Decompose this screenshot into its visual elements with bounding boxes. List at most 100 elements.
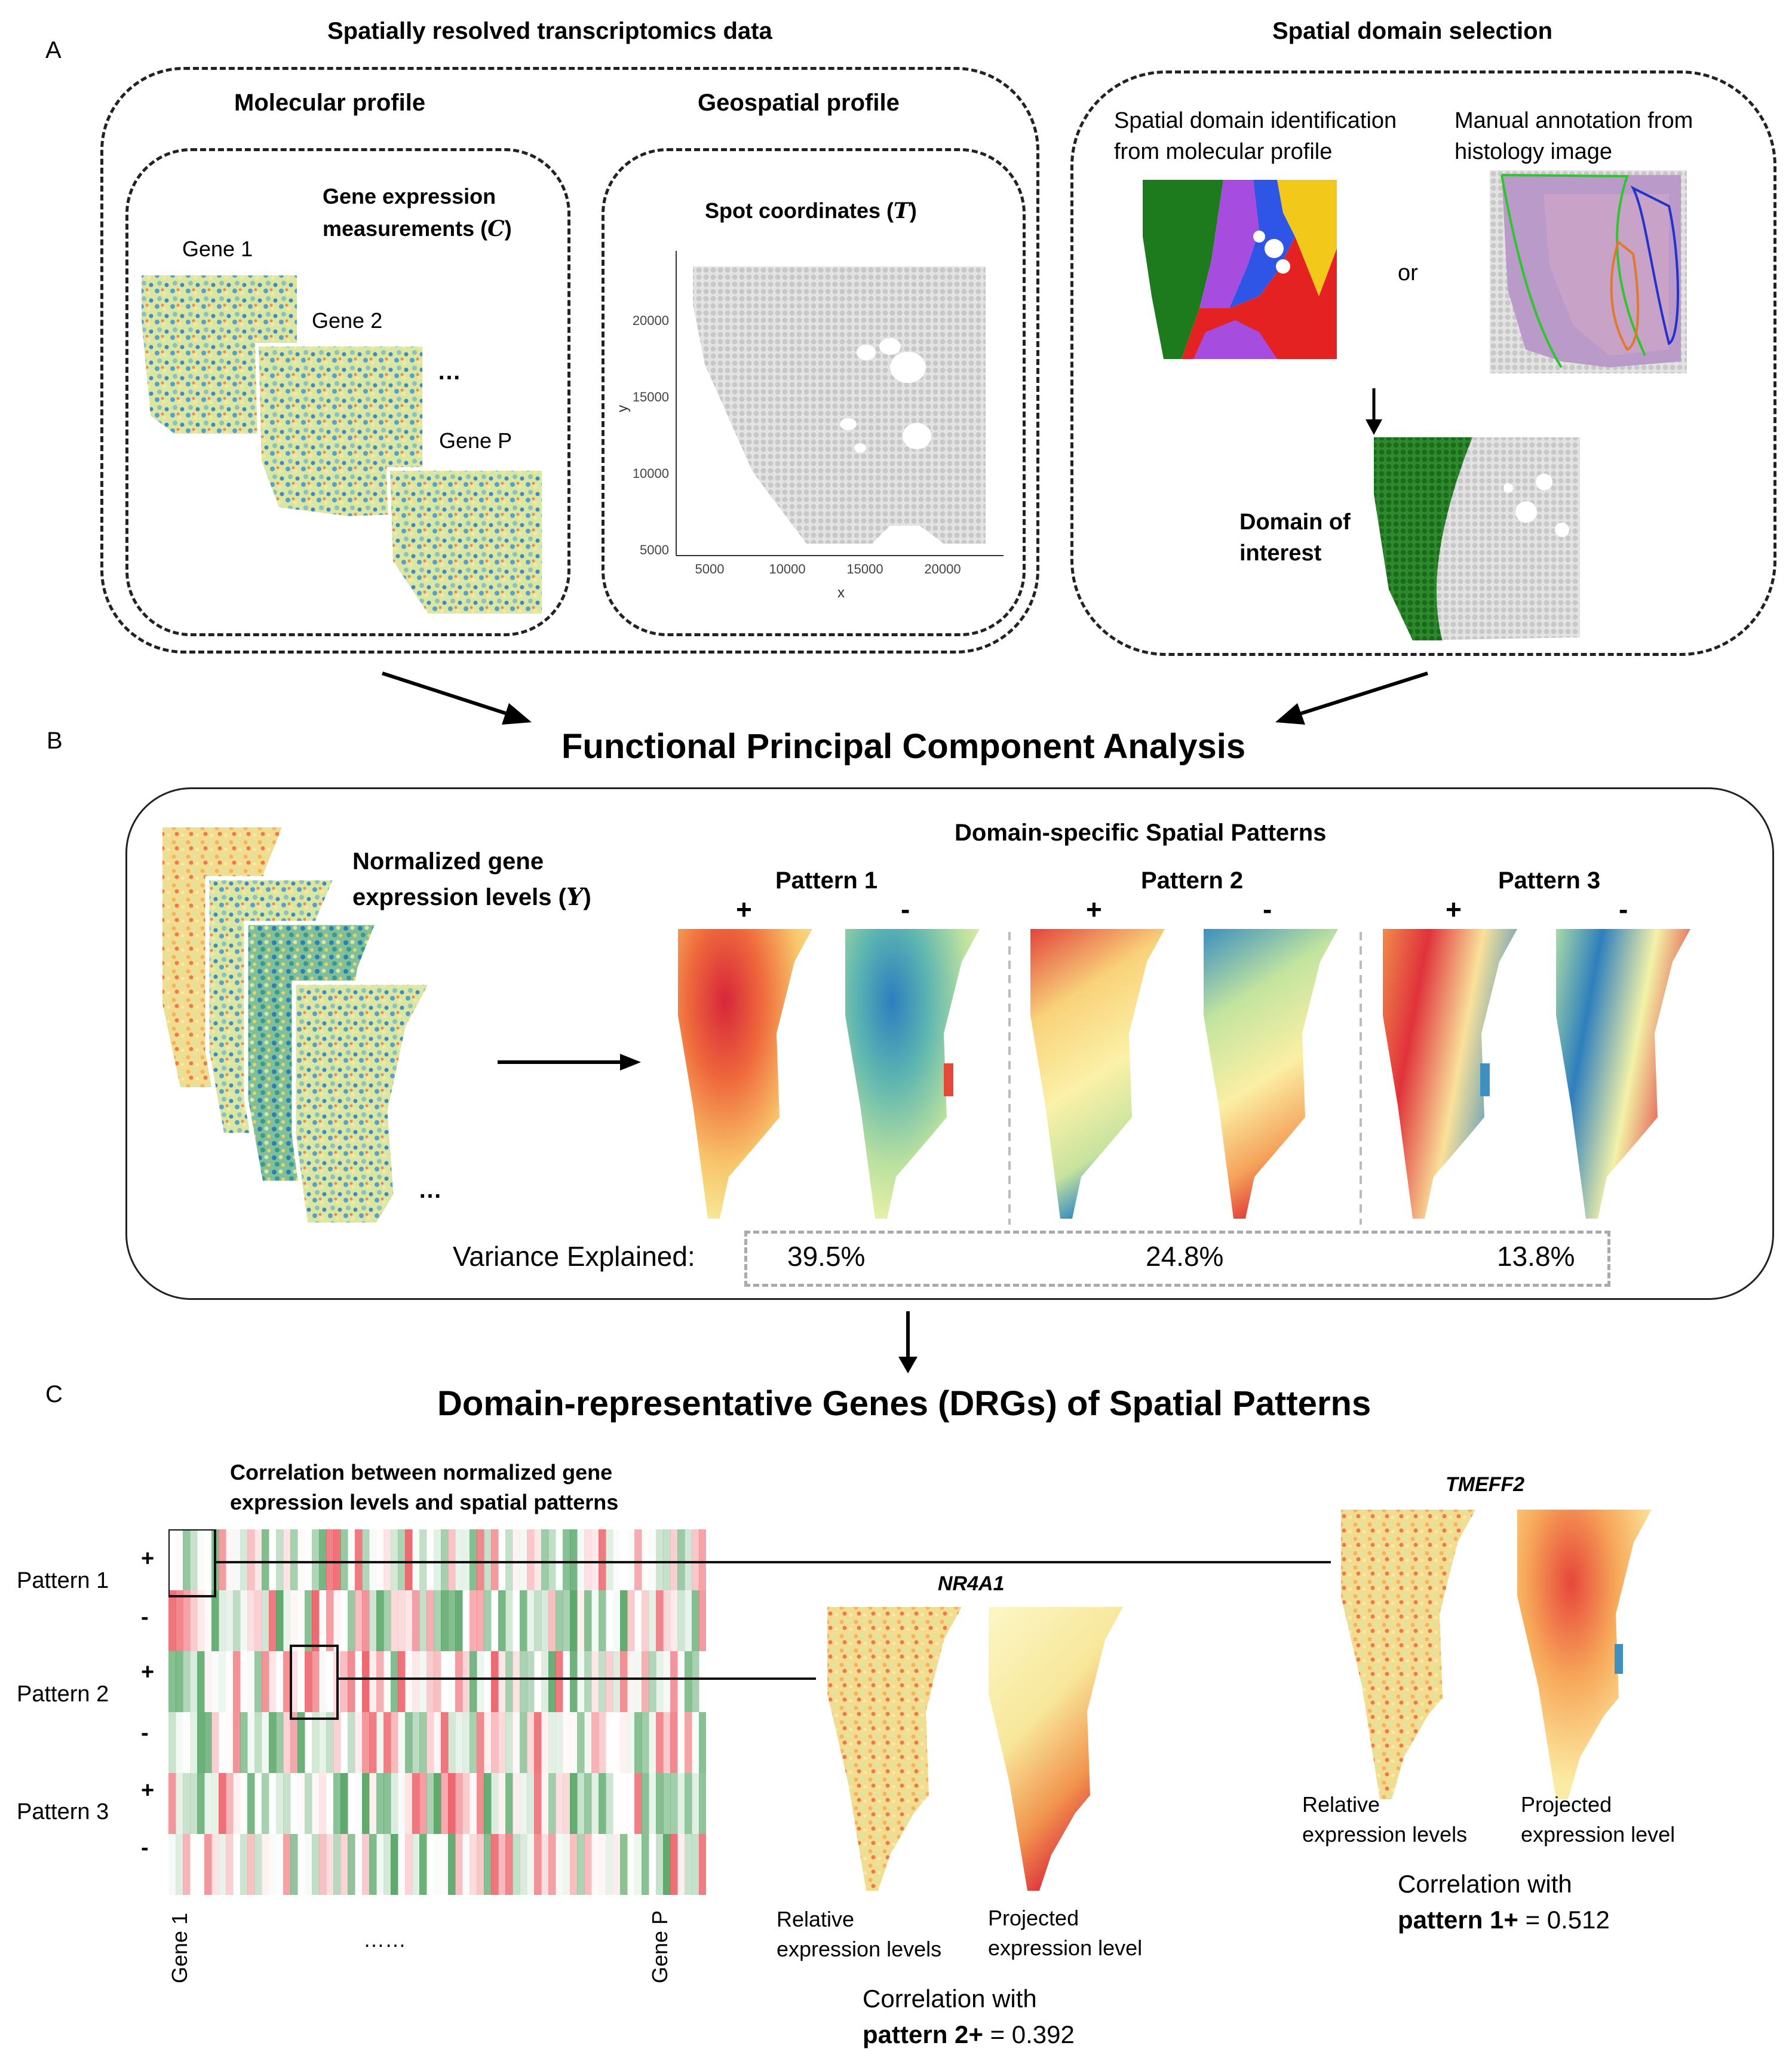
heatmap-cell	[226, 1590, 234, 1651]
heatmap-cell	[362, 1590, 370, 1651]
heatmap-cell	[541, 1651, 549, 1712]
heatmap-cell	[520, 1834, 527, 1895]
heatmap-cell	[634, 1651, 642, 1712]
nr4a1-projected-map	[989, 1607, 1123, 1891]
heatmap-cell	[190, 1773, 198, 1834]
heatmap-cell	[670, 1834, 678, 1895]
heatmap-cell	[649, 1834, 656, 1895]
spot-gap	[840, 418, 857, 430]
pattern-3-plus: +	[1446, 894, 1462, 925]
heatmap-cell	[534, 1712, 542, 1773]
heatmap-cell	[498, 1590, 506, 1651]
heatmap-cell	[355, 1834, 363, 1895]
heatmap-cell	[527, 1529, 535, 1590]
spot-gap	[903, 423, 931, 449]
heatmap-cell	[520, 1590, 527, 1651]
heatmap-cell	[412, 1712, 420, 1773]
heatmap-cell	[670, 1590, 678, 1651]
heatmap-cell	[584, 1651, 592, 1712]
heatmap-cell	[283, 1590, 291, 1651]
heatmap-cell	[634, 1712, 642, 1773]
heatmap-cell	[419, 1529, 427, 1590]
heatmap-cell	[376, 1773, 384, 1834]
heatmap-cell	[276, 1773, 284, 1834]
heatmap-cell	[455, 1712, 463, 1773]
heatmap-cell	[305, 1590, 312, 1651]
heatmap-cell	[369, 1590, 377, 1651]
heatmap-cell	[226, 1773, 234, 1834]
heatmap-cell	[254, 1773, 262, 1834]
heatmap-cell	[477, 1712, 484, 1773]
heatmap-cell	[663, 1529, 671, 1590]
heatmap-cell	[685, 1773, 692, 1834]
heatmap-cell	[197, 1712, 205, 1773]
heatmap-cell	[355, 1773, 363, 1834]
heatmap-cell	[699, 1590, 706, 1651]
heatmap-cell	[426, 1651, 434, 1712]
tmeff2-relative-map	[1341, 1510, 1475, 1799]
heatmap-cell	[606, 1773, 613, 1834]
heatmap-cell	[520, 1529, 527, 1590]
heatmap-cell	[183, 1712, 191, 1773]
heatmap-cell	[254, 1712, 262, 1773]
gene-dots: ……	[363, 1927, 406, 1952]
heatmap-cell	[620, 1651, 628, 1712]
heatmap-cell	[197, 1529, 205, 1590]
heatmap-cell	[441, 1773, 449, 1834]
heatmap-cell	[355, 1529, 363, 1590]
heatmap-cell	[426, 1712, 434, 1773]
heatmap-cell	[455, 1834, 463, 1895]
heatmap-cell	[685, 1590, 692, 1651]
heatmap-cell	[570, 1651, 578, 1712]
heatmap-cell	[556, 1834, 563, 1895]
heatmap-cell	[448, 1773, 456, 1834]
heatmap-cell	[376, 1834, 384, 1895]
heatmap-cell	[190, 1834, 198, 1895]
heatmap-cell	[412, 1651, 420, 1712]
heatmap-cell	[441, 1529, 449, 1590]
heatmap-cell	[297, 1712, 305, 1773]
heatmap-cell	[534, 1834, 542, 1895]
heatmap-cell	[190, 1529, 198, 1590]
heatmap-cell	[548, 1529, 556, 1590]
heatmap-cell	[434, 1834, 441, 1895]
panel-a-label: A	[45, 37, 62, 63]
heatmap-cell	[398, 1773, 406, 1834]
heatmap-cell	[369, 1651, 377, 1712]
heatmap-cell	[419, 1590, 427, 1651]
heatmap-cell	[670, 1773, 678, 1834]
gene-expression-label: Gene expression measurements (C)	[323, 184, 512, 241]
heatmap-cell	[247, 1712, 255, 1773]
pattern-2-plus-map	[1030, 929, 1165, 1219]
heatmap-cell	[269, 1651, 277, 1712]
heatmap-cell	[319, 1834, 327, 1895]
molecular-profile-box	[125, 148, 570, 636]
heatmap-cell	[233, 1834, 241, 1895]
heatmap-cell	[470, 1590, 477, 1651]
spot-gap	[854, 443, 866, 453]
heatmap-cell	[505, 1834, 513, 1895]
heatmap-cell	[584, 1773, 592, 1834]
heatmap-cell	[233, 1773, 241, 1834]
heatmap-cell	[262, 1834, 269, 1895]
row-3-plus: +	[141, 1778, 155, 1803]
pattern-maps	[678, 929, 1517, 1225]
heatmap-cell	[211, 1834, 219, 1895]
pattern-1-variance: 39.5%	[787, 1241, 866, 1272]
pattern-3-variance: 13.8%	[1497, 1241, 1575, 1272]
heatmap-cell	[577, 1773, 585, 1834]
gene-2-label: Gene 2	[312, 308, 383, 333]
nr4a1-projected-label: Projected expression level	[988, 1906, 1143, 1960]
heatmap-cell	[283, 1773, 291, 1834]
heatmap-cell	[520, 1651, 527, 1712]
x-tick-label: 10000	[769, 562, 805, 576]
heatmap-cell	[656, 1712, 664, 1773]
heatmap-cell	[570, 1834, 578, 1895]
heatmap-cell	[613, 1712, 621, 1773]
heatmap-cell	[211, 1712, 219, 1773]
y-axis-title: y	[615, 405, 631, 412]
heatmap-cell	[534, 1773, 542, 1834]
heatmap-cell	[290, 1773, 298, 1834]
heatmap-cell	[305, 1651, 312, 1712]
heatmap-cell	[254, 1651, 262, 1712]
